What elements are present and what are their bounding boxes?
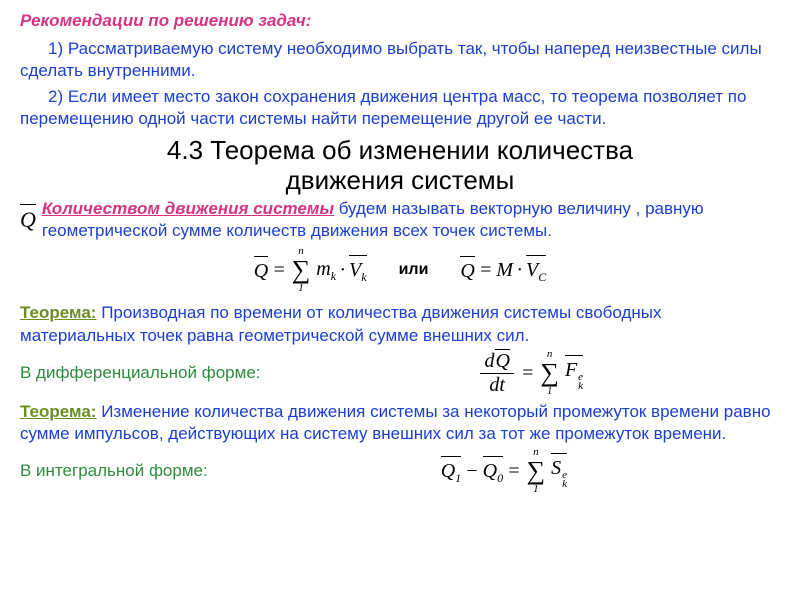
- section-title: 4.3 Теорема об изменении количества движ…: [20, 136, 780, 196]
- sum-lower: 1: [298, 283, 304, 294]
- equation-Q-MVc: Q = M · VC: [460, 255, 546, 286]
- theorem-1-label: Теорема:: [20, 303, 96, 322]
- equation-integral: Q1 − Q0 = n ∑ 1 Sek: [441, 447, 567, 495]
- section-title-line2: движения системы: [286, 165, 515, 195]
- integral-form-label: В интегральной форме:: [20, 460, 208, 482]
- equation-dQdt: dQ dt = n ∑ 1 Fek: [477, 349, 583, 397]
- section-title-line1: 4.3 Теорема об изменении количества: [167, 135, 633, 165]
- or-word: или: [399, 260, 429, 281]
- definition-label: Количеством движения системы: [42, 199, 334, 218]
- theorem-1-text: Производная по времени от количества дви…: [20, 303, 662, 344]
- recommendation-2: 2) Если имеет место закон сохранения дви…: [20, 86, 780, 130]
- theorem-2-label: Теорема:: [20, 402, 96, 421]
- theorem-2: Теорема: Изменение количества движения с…: [20, 401, 780, 445]
- differential-form-label: В дифференциальной форме:: [20, 362, 261, 384]
- equation-row-1: Q = n ∑ 1 mk · Vk или Q = M · VC: [20, 246, 780, 294]
- differential-form-row: В дифференциальной форме: dQ dt = n ∑ 1 …: [20, 349, 780, 397]
- theorem-1: Теорема: Производная по времени от колич…: [20, 302, 780, 346]
- recommendation-1: 1) Рассматриваемую систему необходимо вы…: [20, 38, 780, 82]
- theorem-2-text: Изменение количества движения системы за…: [20, 402, 771, 443]
- symbol-Q-bar: Q: [20, 204, 36, 235]
- definition-block: Q Количеством движения системы будем наз…: [20, 198, 780, 242]
- integral-form-row: В интегральной форме: Q1 − Q0 = n ∑ 1 Se…: [20, 447, 780, 495]
- recommendations-title: Рекомендации по решению задач:: [20, 10, 780, 32]
- equation-Q-sum: Q = n ∑ 1 mk · Vk: [254, 246, 367, 294]
